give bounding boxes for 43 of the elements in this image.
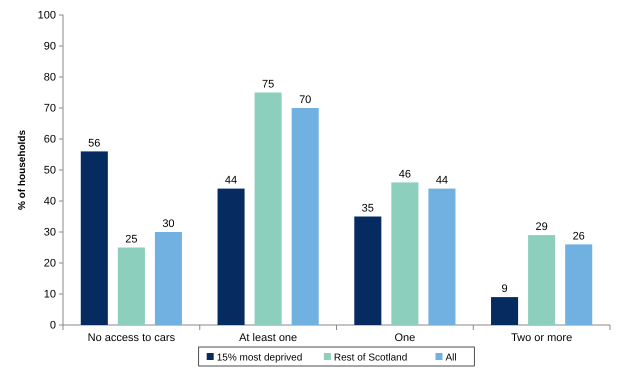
data-label: 44 <box>224 174 238 187</box>
y-tick-label: 20 <box>44 258 56 270</box>
bar <box>254 92 282 325</box>
y-tick-label: 30 <box>44 226 56 239</box>
bar <box>428 188 456 325</box>
y-tick-label: 90 <box>44 40 56 53</box>
data-label: 29 <box>536 221 548 234</box>
data-label: 9 <box>501 283 508 296</box>
x-tick-label: At least one <box>239 332 298 344</box>
bar <box>528 235 556 325</box>
y-tick-label: 100 <box>38 10 56 22</box>
data-label: 56 <box>88 137 100 150</box>
y-tick-label: 70 <box>44 102 56 115</box>
data-label: 30 <box>162 218 175 230</box>
x-tick-label: Two or more <box>511 332 572 344</box>
y-tick-label: 40 <box>44 196 56 208</box>
y-tick-label: 80 <box>44 72 56 84</box>
legend-label: 15% most deprived <box>216 352 302 364</box>
data-label: 75 <box>262 78 274 90</box>
bar <box>565 244 592 325</box>
x-tick-label: No access to cars <box>88 332 176 344</box>
x-tick-label: One <box>394 332 416 344</box>
data-label: 44 <box>436 174 448 187</box>
y-tick-label: 60 <box>44 134 56 146</box>
data-label: 35 <box>362 202 374 214</box>
bar <box>292 108 319 325</box>
data-label: 70 <box>299 94 312 106</box>
legend-label: All <box>446 352 457 364</box>
bar <box>154 232 182 325</box>
legend-label: Rest of Scotland <box>334 352 408 364</box>
bar <box>218 188 245 325</box>
data-label: 26 <box>572 230 585 242</box>
bar <box>80 151 108 325</box>
y-tick-label: 10 <box>44 288 56 301</box>
data-label: 46 <box>398 168 411 180</box>
data-label: 25 <box>125 234 138 246</box>
y-tick-label: 0 <box>50 320 56 332</box>
y-tick-label: 50 <box>44 164 56 177</box>
bar <box>354 216 382 325</box>
bar <box>118 248 145 325</box>
bar <box>391 182 418 325</box>
bar <box>491 297 518 325</box>
y-axis-title: % of households <box>17 130 28 210</box>
